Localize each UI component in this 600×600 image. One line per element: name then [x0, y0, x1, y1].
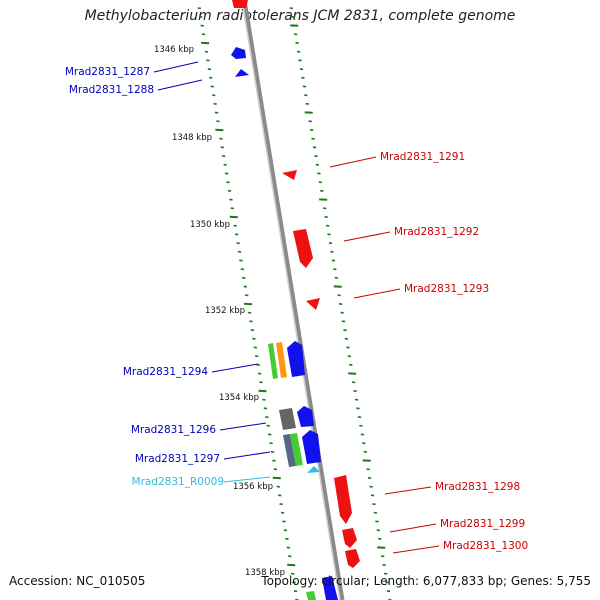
gene-label-left[interactable]: Mrad2831_R0009	[132, 476, 224, 488]
topology-label: Topology: circular; Length: 6,077,833 bp…	[261, 574, 591, 588]
scale-label: 1350 kbp	[190, 220, 230, 230]
gene-features	[231, 0, 360, 600]
map-title: Methylobacterium radiotolerans JCM 2831,…	[84, 8, 516, 24]
gene-shape-1287[interactable]	[231, 47, 246, 59]
gene-label-right[interactable]: Mrad2831_1299	[440, 518, 525, 530]
gene-label-left[interactable]: Mrad2831_1288	[69, 84, 154, 96]
gene-shape-1294-green[interactable]	[268, 343, 278, 379]
rna-shape-r0009[interactable]	[307, 466, 320, 473]
tick-marks	[197, 7, 392, 600]
scale-label: 1356 kbp	[233, 482, 273, 492]
gene-label-left[interactable]: Mrad2831_1294	[123, 366, 208, 378]
scale-label: 1352 kbp	[205, 306, 245, 316]
gene-shape-1298[interactable]	[334, 475, 352, 524]
scale-label: 1346 kbp	[154, 45, 194, 55]
gene-label-left[interactable]: Mrad2831_1287	[65, 66, 150, 78]
gene-shape-1292[interactable]	[293, 229, 313, 268]
callout-lines	[153, 61, 440, 554]
gene-label-left[interactable]: Mrad2831_1296	[131, 424, 216, 436]
gene-label-right[interactable]: Mrad2831_1293	[404, 283, 489, 295]
gene-shape-1297-gray[interactable]	[283, 434, 296, 467]
gene-shape-1296-blue[interactable]	[297, 406, 314, 427]
gene-shape-1296-gray[interactable]	[279, 408, 296, 430]
genome-backbone	[241, 0, 345, 600]
gene-shape-1299[interactable]	[342, 528, 357, 548]
gene-label-right[interactable]: Mrad2831_1300	[443, 540, 528, 552]
gene-label-left[interactable]: Mrad2831_1297	[135, 453, 220, 465]
gene-shape-1288[interactable]	[235, 69, 249, 77]
gene-shape-1294-orange[interactable]	[276, 342, 287, 378]
right-gene-labels: Mrad2831_1291 Mrad2831_1292 Mrad2831_129…	[380, 151, 528, 552]
scale-labels: 1346 kbp 1348 kbp 1350 kbp 1352 kbp 1354…	[154, 45, 285, 578]
gene-shape-1297-green[interactable]	[290, 433, 303, 466]
gene-label-right[interactable]: Mrad2831_1291	[380, 151, 465, 163]
left-gene-labels: Mrad2831_1287 Mrad2831_1288 Mrad2831_129…	[65, 66, 224, 488]
gene-label-right[interactable]: Mrad2831_1292	[394, 226, 479, 238]
gene-shape-1291[interactable]	[282, 170, 297, 180]
backbone-highlight	[241, 0, 341, 600]
gene-shape-1293[interactable]	[306, 298, 320, 310]
scale-label: 1358 kbp	[245, 568, 285, 578]
accession-label: Accession: NC_010505	[9, 574, 146, 588]
gene-shape-1297-blue[interactable]	[302, 430, 321, 464]
gene-shape-bottom-blue[interactable]	[322, 576, 338, 600]
gene-label-right[interactable]: Mrad2831_1298	[435, 481, 520, 493]
gene-shape-1294-blue[interactable]	[287, 341, 305, 377]
gene-shape-1300[interactable]	[345, 549, 360, 568]
scale-label: 1354 kbp	[219, 393, 259, 403]
scale-label: 1348 kbp	[172, 133, 212, 143]
gene-shape-top-red[interactable]	[232, 0, 248, 8]
gene-shape-bottom-green[interactable]	[306, 591, 316, 600]
